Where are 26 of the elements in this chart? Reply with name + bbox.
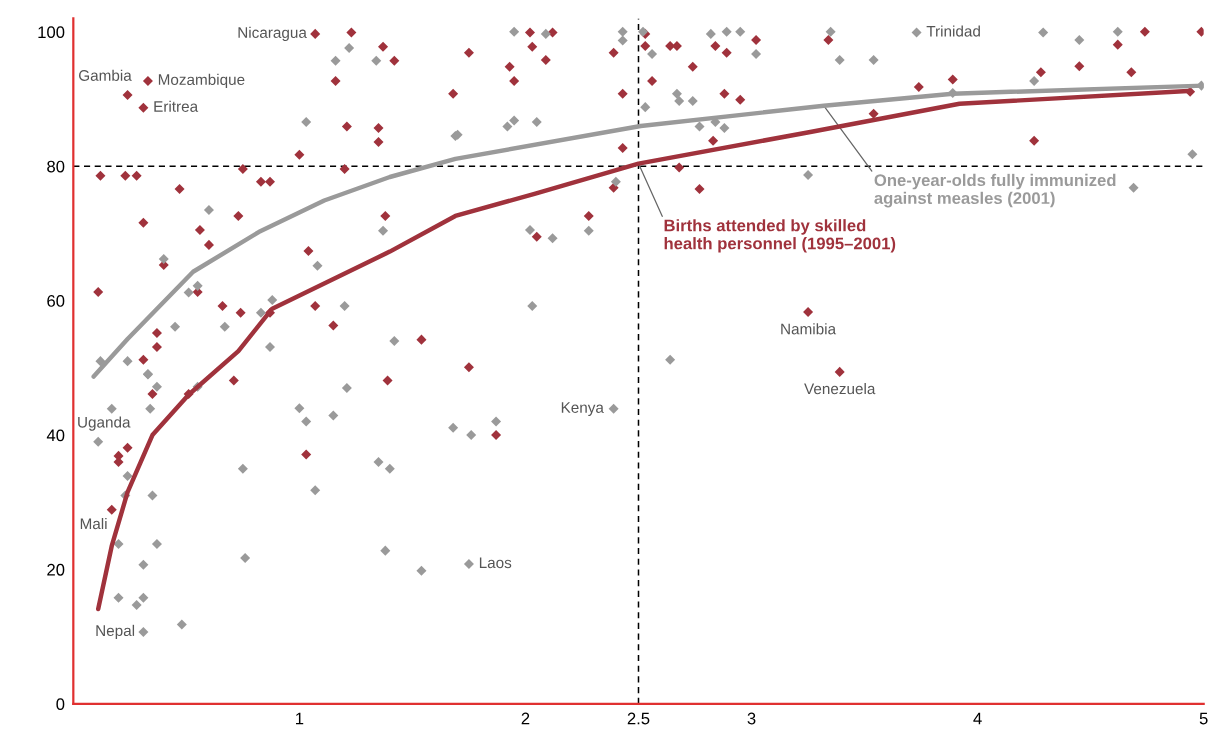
x-tick-label: 4 bbox=[973, 712, 982, 725]
annotation: Nicaragua bbox=[238, 26, 307, 41]
annotation: Nepal bbox=[96, 624, 135, 640]
y-tick-label: 80 bbox=[47, 160, 65, 173]
annotation: Gambia bbox=[79, 69, 132, 81]
y-tick-label: 100 bbox=[38, 26, 65, 39]
x-tick-label: 5 bbox=[1199, 712, 1208, 725]
y-tick-label: 0 bbox=[56, 698, 65, 711]
x-tick-label: 1 bbox=[296, 712, 304, 725]
annotation: Kenya bbox=[561, 402, 604, 416]
annotation: Mali bbox=[80, 517, 107, 530]
annotation: Trinidad bbox=[926, 25, 980, 37]
x-tick-label: 2.5 bbox=[627, 712, 650, 725]
text: Births attended by skilled health personnel (1995–2001) bbox=[664, 219, 896, 253]
annotation: Eritrea bbox=[154, 100, 199, 112]
x-tick-label: 3 bbox=[747, 712, 756, 725]
annotation: Venezuela bbox=[804, 382, 876, 395]
y-tick-label: 20 bbox=[47, 563, 65, 576]
annotation: Uganda bbox=[78, 416, 131, 431]
y-tick-label: 60 bbox=[47, 295, 65, 307]
text: One-year-olds fully immunized against measles (2001) bbox=[874, 173, 1116, 208]
annotation: Laos bbox=[479, 557, 512, 569]
y-tick-label: 40 bbox=[46, 429, 65, 442]
x-tick-label: 2 bbox=[521, 712, 530, 725]
annotation: Mozambique bbox=[158, 73, 245, 89]
annotation: Namibia bbox=[781, 323, 837, 335]
